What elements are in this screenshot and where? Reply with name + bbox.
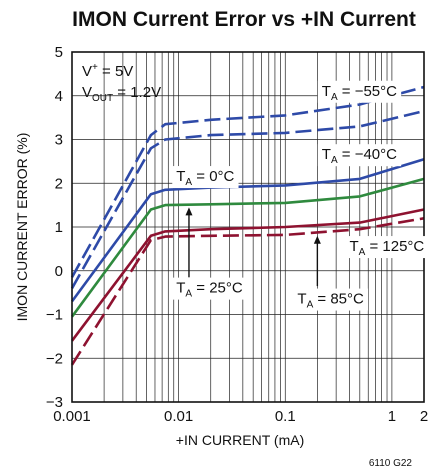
annotations: TA = −55°C TA = −40°C TA = 0°C TA = 25°C TA … [172, 80, 428, 311]
y-tick-label: −3 [46, 394, 63, 411]
y-tick-label: 4 [55, 88, 63, 105]
annotation-label: TA = −55°C [322, 83, 397, 103]
x-tick-label: 2 [420, 408, 428, 425]
annotation-bg [293, 288, 369, 311]
plot-frame [71, 51, 425, 403]
y-tick-label: 1 [55, 219, 63, 236]
annotation-label: TA = 0°C [176, 168, 234, 188]
series-line [70, 177, 425, 318]
y-tick-label: 5 [55, 44, 63, 61]
annotation-bg [345, 236, 428, 259]
y-tick-label: 2 [55, 175, 63, 192]
condition-vout: VOUT = 1.2V [82, 84, 161, 104]
chart-title: IMON Current Error vs +IN Current [72, 8, 416, 31]
x-tick-label: 0.001 [53, 408, 91, 425]
x-axis-label: +IN CURRENT (mA) [176, 432, 304, 448]
annotation-bg [172, 166, 239, 189]
x-tick-label: 1 [388, 408, 396, 425]
series-group [70, 85, 425, 366]
annotation-label: TA = 85°C [297, 291, 364, 311]
annotation-bg [317, 80, 402, 103]
annotation-label: TA = 25°C [176, 280, 243, 300]
series-line [70, 85, 425, 278]
annotation-label: TA = −40°C [322, 146, 397, 166]
x-tick-label: 0.01 [164, 408, 193, 425]
annotation-arrows [185, 207, 321, 287]
arrow-head [313, 235, 321, 244]
tick-labels: 0.001 0.01 0.1 1 2 −3 −2 −1 0 1 2 3 4 5 [46, 44, 428, 425]
y-tick-label: 0 [55, 263, 63, 280]
y-axis-label: IMON CURRENT ERROR (%) [14, 133, 30, 322]
series-line [70, 109, 425, 289]
annotation-bg [317, 144, 402, 167]
x-tick-label: 0.1 [275, 408, 296, 425]
figure-id: 6110 G22 [369, 458, 413, 469]
series-line [70, 208, 425, 342]
y-tick-label: 3 [55, 132, 63, 149]
y-tick-label: −1 [46, 307, 63, 324]
annotation-bg [172, 277, 247, 300]
condition-vplus: V+ = 5V [82, 62, 133, 80]
arrow-head [185, 207, 193, 216]
series-line [70, 217, 425, 366]
annotation-label: TA = 125°C [349, 238, 424, 258]
y-tick-label: −2 [46, 350, 63, 367]
